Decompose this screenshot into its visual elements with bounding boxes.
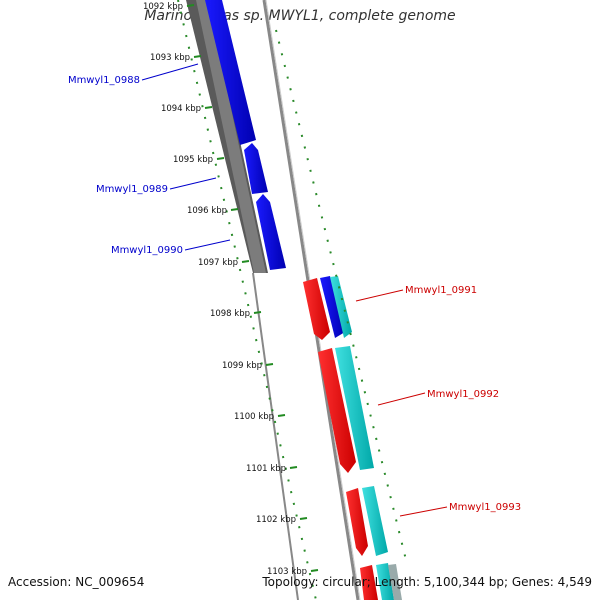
gene-label[interactable]: Mmwyl1_0993 [449, 502, 521, 513]
inner-dotted-ring [177, 0, 317, 600]
gene-feature-next-red [360, 565, 378, 600]
gene-label[interactable]: Mmwyl1_0991 [405, 285, 477, 296]
gene-leader-line [169, 177, 217, 190]
gene-labels: Mmwyl1_0988 Mmwyl1_0989 Mmwyl1_0990 Mmwyl1_… [68, 63, 521, 517]
tick-mark [193, 55, 202, 58]
gene-feature-mmwyl1-0992[interactable] [318, 348, 356, 473]
tick-label: 1096 kbp [187, 206, 227, 216]
gene-label[interactable]: Mmwyl1_0988 [68, 75, 140, 86]
gene-leader-line [399, 506, 448, 517]
gene-feature-mmwyl1-0993-cyan [362, 486, 388, 556]
tick-mark [216, 157, 225, 160]
tick-label: 1103 kbp [267, 567, 307, 577]
gene-leader-line [184, 239, 231, 251]
tick-label: 1101 kbp [246, 464, 286, 474]
tick-label: 1097 kbp [198, 258, 238, 268]
tick-label: 1098 kbp [210, 309, 250, 319]
tick-mark [310, 569, 319, 572]
gene-feature-mmwyl1-0991[interactable] [303, 278, 330, 340]
gc-content-track [196, 0, 266, 273]
tick-mark [241, 260, 250, 263]
gene-feature-mmwyl1-0991-blue [320, 276, 345, 338]
tick-label: 1095 kbp [173, 155, 213, 165]
gene-feature-mmwyl1-0992-cyan [335, 346, 374, 470]
backbone-line-lower [252, 272, 299, 600]
gene-label[interactable]: Mmwyl1_0989 [96, 184, 168, 195]
tick-mark [289, 466, 298, 469]
tick-mark [230, 208, 239, 211]
tick-mark [186, 4, 195, 7]
tick-label: 1093 kbp [150, 53, 190, 63]
gene-leader-line [141, 63, 199, 81]
tick-mark [253, 311, 262, 314]
tick-mark [277, 414, 286, 417]
gene-leader-line [355, 289, 404, 302]
tick-marks: 1092 kbp 1093 kbp 1094 kbp 1095 kbp 1096 kbp… [143, 2, 319, 577]
gene-feature-mmwyl1-0988[interactable] [205, 0, 256, 145]
gene-feature-mmwyl1-0990[interactable] [256, 194, 286, 270]
gene-feature-next-gray [388, 564, 402, 600]
gene-leader-line [377, 392, 426, 406]
tick-label: 1100 kbp [234, 412, 274, 422]
tick-mark [265, 363, 274, 366]
tick-mark [299, 517, 308, 520]
gene-feature-mmwyl1-0993[interactable] [346, 488, 368, 556]
tick-label: 1094 kbp [161, 104, 201, 114]
gene-label[interactable]: Mmwyl1_0992 [427, 389, 499, 400]
topology-summary: Topology: circular; Length: 5,100,344 bp… [262, 575, 592, 589]
tick-label: 1099 kbp [222, 361, 262, 371]
gene-label[interactable]: Mmwyl1_0990 [111, 245, 183, 256]
tick-label: 1102 kbp [256, 515, 296, 525]
accession-text: Accession: NC_009654 [8, 575, 145, 589]
gene-feature-mmwyl1-0989[interactable] [244, 143, 268, 194]
gene-feature-mmwyl1-0991-cyan [330, 276, 352, 338]
tick-label: 1092 kbp [143, 2, 183, 12]
tick-mark [204, 106, 213, 109]
